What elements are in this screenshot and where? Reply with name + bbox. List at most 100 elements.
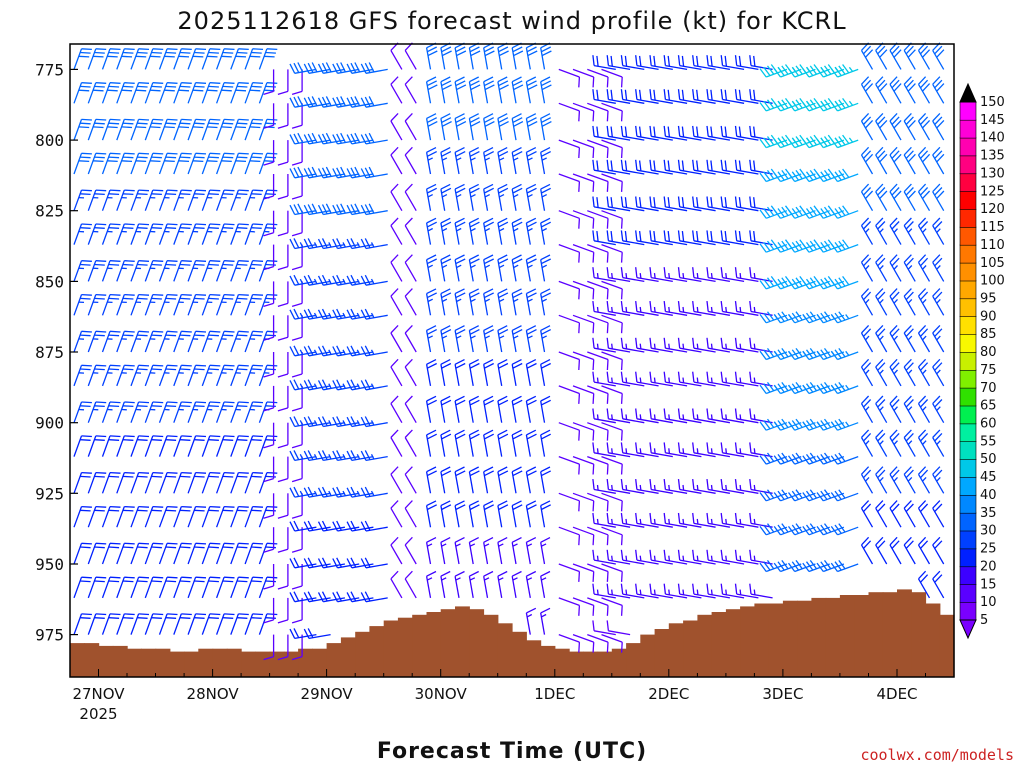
wind-barb: [144, 82, 164, 104]
barb-feather: [277, 585, 289, 590]
barb-feather: [360, 521, 367, 532]
barb-feather: [820, 312, 828, 322]
wind-barb: [277, 315, 289, 341]
wind-barb: [425, 395, 437, 423]
wind-barb: [558, 455, 581, 475]
wind-barb: [289, 379, 317, 391]
barb-feather: [724, 55, 728, 67]
barb-feather: [427, 84, 438, 91]
barb-feather: [877, 150, 886, 159]
barb-feather: [195, 471, 207, 474]
barb-feather: [606, 442, 610, 453]
barb-shaft: [587, 455, 609, 465]
wind-barb: [263, 527, 275, 553]
barb-feather: [918, 254, 927, 263]
wind-barb: [572, 385, 595, 404]
barb-feather: [791, 490, 800, 500]
barb-feather: [277, 90, 289, 96]
barb-half-feather: [668, 306, 671, 313]
barb-shaft: [558, 210, 580, 219]
barb-feather: [635, 125, 638, 137]
barb-feather: [879, 190, 888, 200]
barb-feather: [291, 619, 303, 624]
barb-feather: [80, 546, 91, 549]
barb-feather: [470, 50, 481, 57]
wind-barb: [720, 337, 745, 353]
barb-feather: [224, 505, 235, 508]
barb-feather: [224, 613, 235, 616]
wind-barb: [116, 576, 135, 599]
barb-feather: [208, 263, 219, 266]
barb-feather: [511, 466, 522, 473]
barb-feather: [720, 583, 724, 595]
barb-feather: [222, 334, 234, 337]
wind-barb: [572, 314, 595, 334]
barb-feather: [109, 223, 121, 226]
colorbar-label: 5: [980, 613, 988, 628]
barb-feather: [606, 267, 610, 278]
wind-barb: [390, 76, 403, 104]
wind-barb: [346, 450, 374, 462]
barb-feather: [293, 62, 300, 73]
barb-feather: [249, 89, 261, 92]
barb-half-feather: [725, 518, 728, 525]
barb-feather: [540, 183, 551, 190]
barb-half-feather: [865, 476, 870, 482]
wind-barb: [201, 364, 221, 387]
wind-barb: [692, 512, 716, 528]
wind-barb: [360, 520, 388, 532]
wind-barb: [525, 288, 537, 316]
barb-feather: [497, 76, 508, 83]
barb-half-feather: [469, 577, 476, 581]
barb-feather: [81, 364, 92, 367]
wind-barb: [244, 401, 264, 423]
plot-area: [70, 44, 954, 677]
barb-feather: [150, 89, 161, 92]
barb-feather: [596, 89, 599, 101]
y-tick-label: 775: [35, 60, 64, 79]
wind-barb: [116, 48, 135, 70]
barb-feather: [802, 314, 810, 324]
barb-feather: [920, 540, 929, 549]
credit-link[interactable]: coolwx.com/models: [860, 746, 1014, 764]
barb-half-feather: [739, 414, 742, 420]
barb-feather: [875, 183, 884, 193]
barb-feather: [307, 557, 314, 568]
barb-half-feather: [541, 227, 548, 232]
barb-feather: [766, 523, 775, 533]
wind-barb: [130, 118, 150, 141]
barb-feather: [484, 187, 494, 194]
barb-feather: [350, 167, 357, 178]
barb-feather: [734, 55, 738, 66]
barb-half-feather: [427, 227, 433, 232]
wind-barb: [468, 217, 480, 245]
barb-feather: [440, 76, 451, 83]
colorbar-label: 70: [980, 381, 997, 396]
barb-feather: [877, 469, 886, 479]
barb-feather: [236, 405, 248, 408]
x-tick-sublabel: 2025: [79, 705, 117, 723]
barb-feather: [440, 217, 451, 224]
barb-feather: [653, 197, 656, 208]
barb-feather: [749, 408, 752, 419]
barb-feather: [606, 479, 610, 490]
y-tick-label: 800: [35, 131, 64, 150]
barb-feather: [934, 257, 943, 267]
wind-barb: [525, 359, 537, 387]
wind-barb: [525, 500, 537, 528]
barb-feather: [875, 466, 884, 475]
barb-feather: [109, 401, 121, 404]
barb-feather: [578, 430, 581, 441]
barb-feather: [795, 311, 803, 321]
wind-barb: [454, 113, 467, 141]
barb-feather: [238, 82, 249, 84]
barb-feather: [889, 395, 898, 405]
barb-feather: [94, 51, 105, 54]
wind-barb: [360, 274, 388, 286]
colorbar-swatch: [959, 583, 977, 603]
barb-feather: [307, 450, 314, 460]
wind-barb: [101, 118, 121, 141]
barb-shaft: [587, 68, 609, 78]
barb-feather: [483, 288, 494, 295]
wind-barb: [158, 48, 178, 70]
